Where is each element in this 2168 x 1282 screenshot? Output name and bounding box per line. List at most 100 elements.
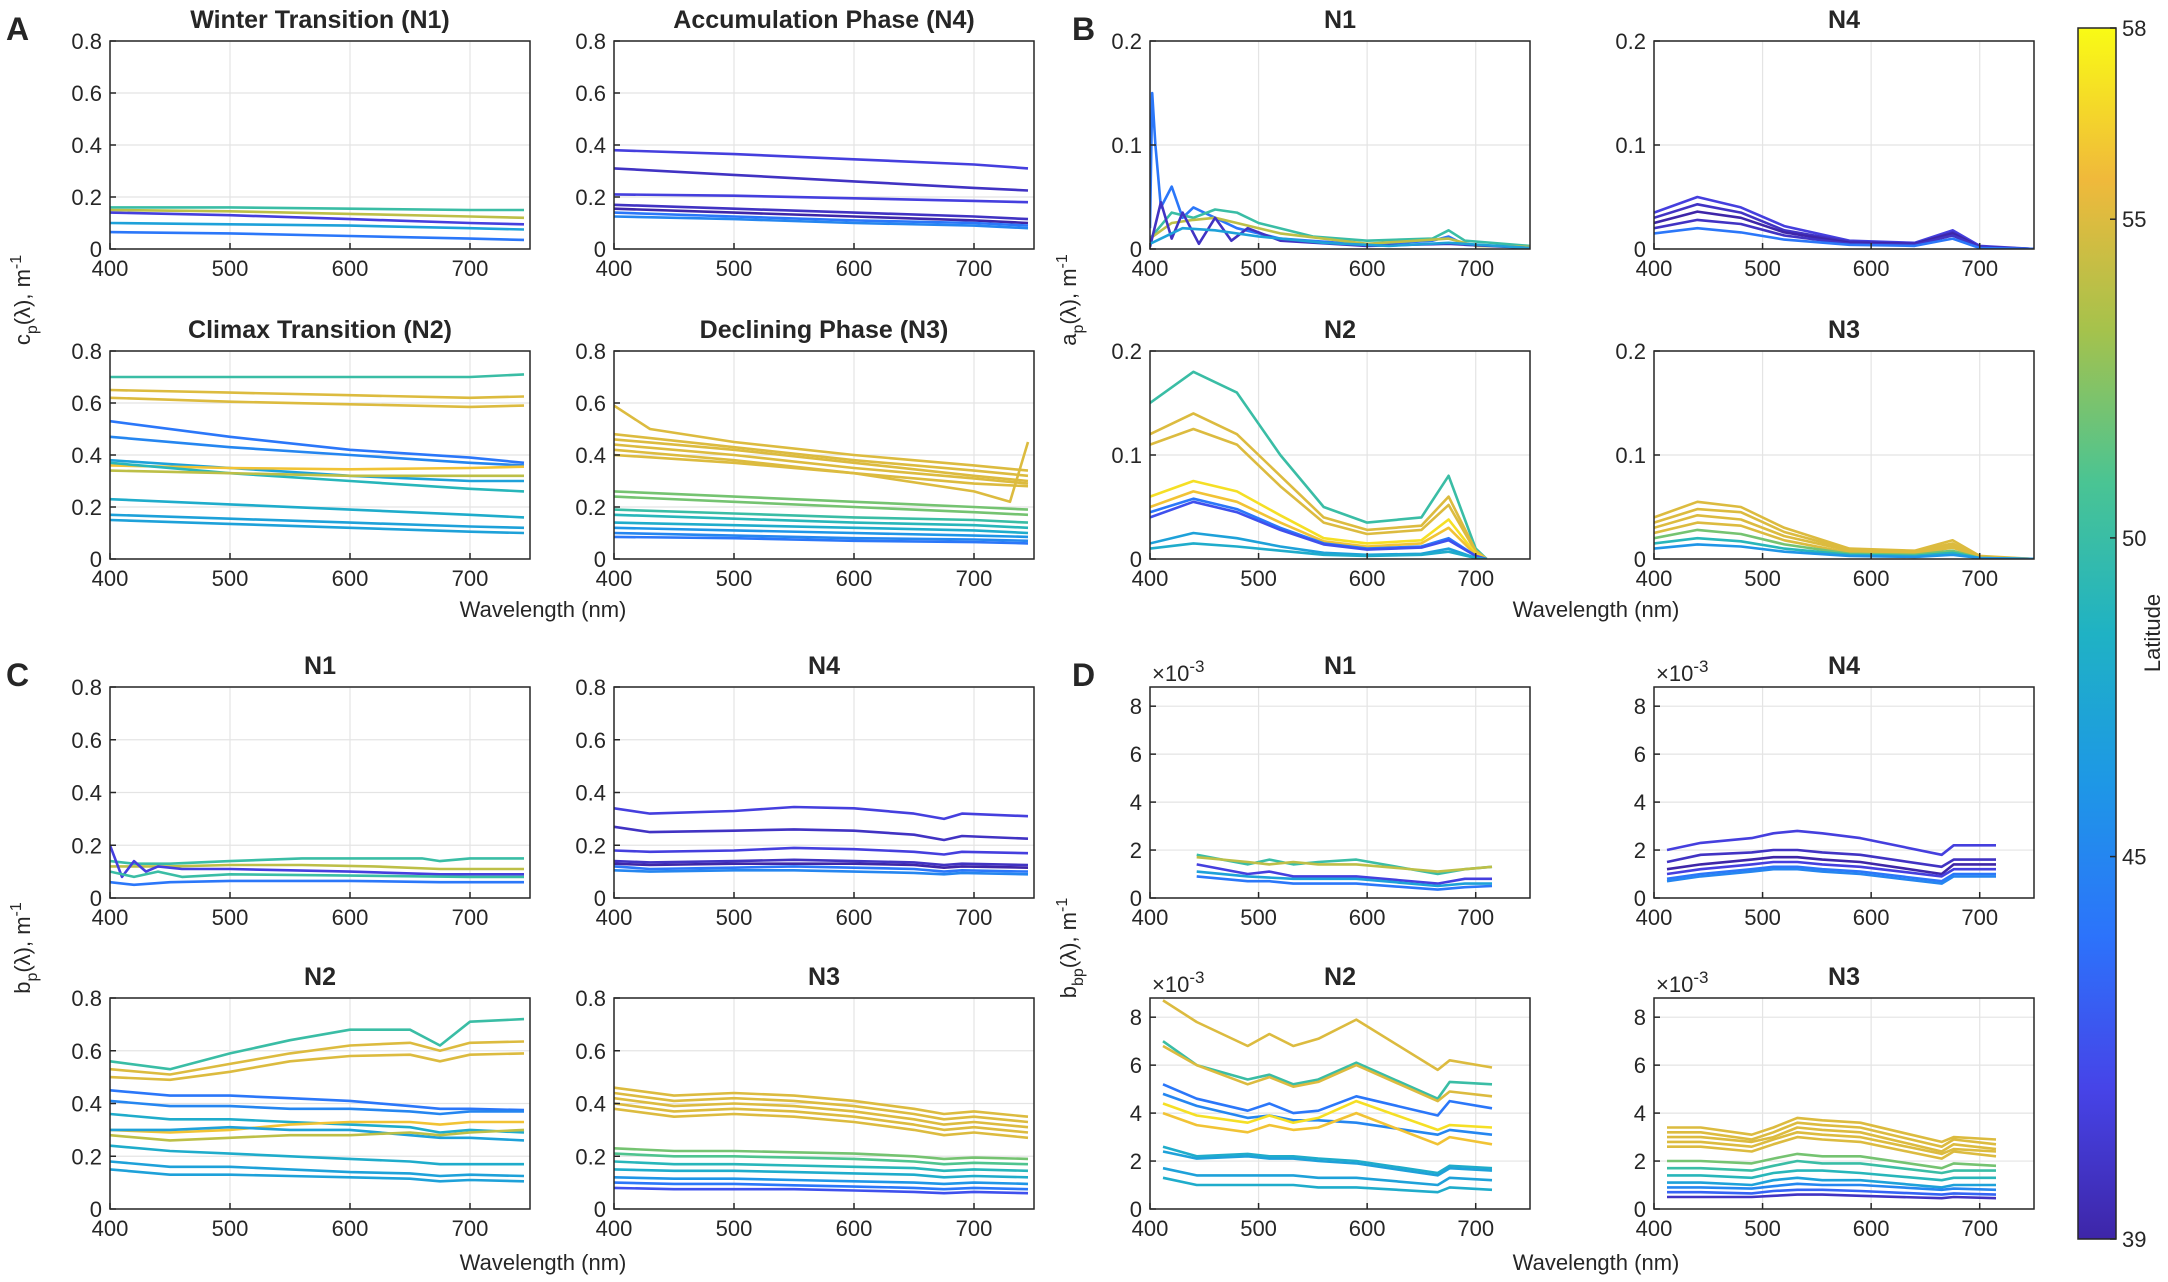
panel-b-7: 400 500 600 700 0 0.1 0.2 N3 xyxy=(1615,316,2035,591)
panel-c-9-series-line-3 xyxy=(614,858,1029,867)
panel-a-2-ytick-label-2: 0.4 xyxy=(71,443,102,468)
panel-c-10-series-line-4 xyxy=(110,1099,524,1116)
panel-b-6-xtick-label-2: 600 xyxy=(1349,566,1386,591)
panel-d-14-xtick-label-2: 600 xyxy=(1349,1216,1386,1241)
panel-b-6-series-line-7 xyxy=(1150,531,1487,559)
panel-c-10-series-line-10 xyxy=(110,1160,525,1178)
panel-d-14-series xyxy=(1162,999,1493,1194)
panel-a-3-xtick-label-3: 700 xyxy=(956,566,993,591)
panel-d-12-xtick-label-1: 500 xyxy=(1240,905,1277,930)
panel-a-3-series-line-7 xyxy=(614,495,1029,517)
panel-a-2-ytick-label-4: 0.8 xyxy=(71,339,102,364)
panel-d-15-title: N3 xyxy=(1828,963,1860,991)
panel-b-4-title: N1 xyxy=(1324,6,1356,34)
panel-a-3-series-line-10 xyxy=(614,521,1029,535)
panel-c-9-series-line-5 xyxy=(614,865,1029,873)
panel-c-10-series-line-6 xyxy=(110,1120,524,1134)
panel-d-14-xtick-label-3: 700 xyxy=(1457,1216,1494,1241)
panel-a-0-series-line-0 xyxy=(110,206,524,212)
panel-d-13-xtick-label-2: 600 xyxy=(1853,905,1890,930)
panel-b-5: 400 500 600 700 0 0.1 0.2 N4 xyxy=(1615,6,2035,281)
panel-c-10-ytick-label-1: 0.2 xyxy=(71,1144,102,1169)
panel-d-14-xtick-label-0: 400 xyxy=(1132,1216,1169,1241)
panel-c-11-ytick-label-2: 0.4 xyxy=(575,1092,606,1117)
panel-a-2-series-line-0 xyxy=(110,373,525,379)
panel-c-11-title: N3 xyxy=(808,963,840,991)
panel-c-11-xtick-label-0: 400 xyxy=(596,1216,633,1241)
panel-d-14-exponent-label: ×10-3 xyxy=(1152,968,1204,997)
panel-a-0-ytick-label-3: 0.6 xyxy=(71,81,102,106)
panel-d-14-ytick-label-1: 2 xyxy=(1130,1149,1142,1174)
panel-d-12-axes-box xyxy=(1149,686,1531,899)
panel-b-5-ytick-label-1: 0.1 xyxy=(1615,133,1646,158)
panel-b-5-series xyxy=(1654,195,2034,249)
panel-d-14-ytick-label-0: 0 xyxy=(1130,1197,1142,1222)
colorbar-ticks: 58 55 50 45 39 xyxy=(2110,16,2146,1252)
panel-a-3-xtick-label-0: 400 xyxy=(596,566,633,591)
panel-b-7-xtick-label-3: 700 xyxy=(1961,566,1998,591)
panel-a-2-series-line-4 xyxy=(110,435,525,467)
panel-d-15-ytick-label-2: 4 xyxy=(1634,1101,1646,1126)
panel-c-9-ytick-label-3: 0.6 xyxy=(575,728,606,753)
panel-b-6: 400 500 600 700 0 0.1 0.2 N2 xyxy=(1111,316,1531,591)
panel-a-0-title: Winter Transition (N1) xyxy=(190,6,450,34)
panel-d-12: 400 500 600 700 0 2 4 6 8 N1 ×10-3 xyxy=(1130,652,1531,930)
panel-c-11-xtick-label-3: 700 xyxy=(956,1216,993,1241)
panel-a-2-series-line-6 xyxy=(110,464,525,471)
panel-a-1-series-line-3 xyxy=(614,203,1029,221)
panel-a-0-series-line-2 xyxy=(110,211,525,226)
panel-b-5-ytick-label-0: 0 xyxy=(1634,237,1646,262)
panel-c-9-xtick-label-1: 500 xyxy=(716,905,753,930)
panel-d-15-series-line-10 xyxy=(1667,1188,1997,1196)
panel-a-2-series xyxy=(110,373,525,535)
panel-d-13-series-line-0 xyxy=(1666,829,1996,857)
panel-a-1-ytick-label-3: 0.6 xyxy=(575,81,606,106)
panel-a-2-xtick-label-2: 600 xyxy=(332,566,369,591)
panel-b-4-xtick-label-2: 600 xyxy=(1349,256,1386,281)
panel-c-10-series-line-1 xyxy=(110,1040,525,1076)
panel-d-15-series-line-11 xyxy=(1667,1193,1997,1200)
panel-c-10-series-line-5 xyxy=(110,1112,525,1134)
panel-a-0: 400 500 600 700 0 0.2 0.4 0.6 0.8 Winter Transiti… xyxy=(71,6,531,281)
y-axis-label-a: cp(λ), m-1 xyxy=(8,255,41,345)
panel-d-15-series-line-5 xyxy=(1667,1152,1997,1170)
panel-a-1-series-line-0 xyxy=(614,148,1029,170)
panel-c-10-series-line-3 xyxy=(110,1089,525,1112)
panel-c-10-series-line-9 xyxy=(110,1144,524,1166)
panel-b-6-xtick-label-1: 500 xyxy=(1240,566,1277,591)
panel-b-5-xtick-label-1: 500 xyxy=(1744,256,1781,281)
panel-c-9-xtick-label-3: 700 xyxy=(956,905,993,930)
panel-b-7-ytick-label-2: 0.2 xyxy=(1615,339,1646,364)
panel-a-3-series xyxy=(614,404,1030,545)
panel-d-14: 400 500 600 700 0 2 4 6 8 N2 ×10-3 xyxy=(1130,963,1531,1241)
x-axis-label-ac-top: Wavelength (nm) xyxy=(460,597,627,622)
panel-label-b: B xyxy=(1072,11,1095,47)
y-axis-label-d: bbp(λ), m-1 xyxy=(1054,898,1087,999)
panel-d-13-axes-box xyxy=(1653,686,2035,899)
colorbar-tick-label-4: 39 xyxy=(2122,1227,2146,1252)
panel-c-8-series-line-2 xyxy=(110,844,524,879)
panel-a-3-series-line-1 xyxy=(614,432,1029,478)
panel-c-11-series-line-0 xyxy=(614,1086,1029,1118)
panel-c-11-xtick-label-2: 600 xyxy=(836,1216,873,1241)
panel-b-4-ytick-label-0: 0 xyxy=(1130,237,1142,262)
panel-c-8-title: N1 xyxy=(304,652,336,680)
panel-b-6-series xyxy=(1150,370,1488,559)
panel-a-3-ytick-label-2: 0.4 xyxy=(575,443,606,468)
panel-a-3-series-line-9 xyxy=(614,513,1029,530)
panel-a-3-title: Declining Phase (N3) xyxy=(700,316,949,344)
colorbar-tick-label-3: 45 xyxy=(2122,845,2146,870)
panel-label-a: A xyxy=(6,11,29,47)
panel-b-4-xtick-label-1: 500 xyxy=(1240,256,1277,281)
panel-c-10-ytick-label-4: 0.8 xyxy=(71,986,102,1011)
panel-a-0-ytick-label-1: 0.2 xyxy=(71,185,102,210)
panel-b-4: 400 500 600 700 0 0.1 0.2 N1 xyxy=(1111,6,1531,281)
panel-c-9-series-line-1 xyxy=(614,825,1029,842)
panel-d-13-ytick-label-3: 6 xyxy=(1634,742,1646,767)
panel-c-11: 400 500 600 700 0 0.2 0.4 0.6 0.8 N3 xyxy=(575,963,1035,1241)
colorbar-gradient xyxy=(2077,27,2117,1240)
panel-c-10-series-line-0 xyxy=(110,1017,525,1071)
panel-a-0-xtick-label-2: 600 xyxy=(332,256,369,281)
panel-c-8-ytick-label-0: 0 xyxy=(90,886,102,911)
